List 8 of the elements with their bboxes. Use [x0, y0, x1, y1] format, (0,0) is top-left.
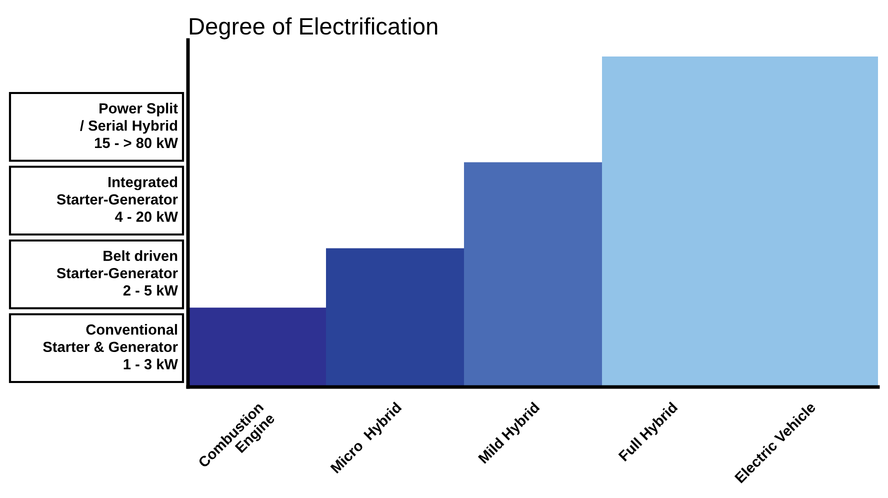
- text: Belt driven Starter-Generator 2 - 5 kW: [56, 250, 178, 296]
- bar: [464, 162, 602, 387]
- text: Conventional Starter & Generator 1 - 3 kW: [43, 324, 178, 370]
- bar: [188, 308, 326, 387]
- chart-title: Degree of Electrification: [190, 17, 438, 40]
- text: Integrated Starter-Generator 4 - 20 kW: [56, 176, 178, 222]
- bar: [326, 248, 464, 387]
- text: Power Split / Serial Hybrid 15 - > 80 kW: [80, 102, 178, 148]
